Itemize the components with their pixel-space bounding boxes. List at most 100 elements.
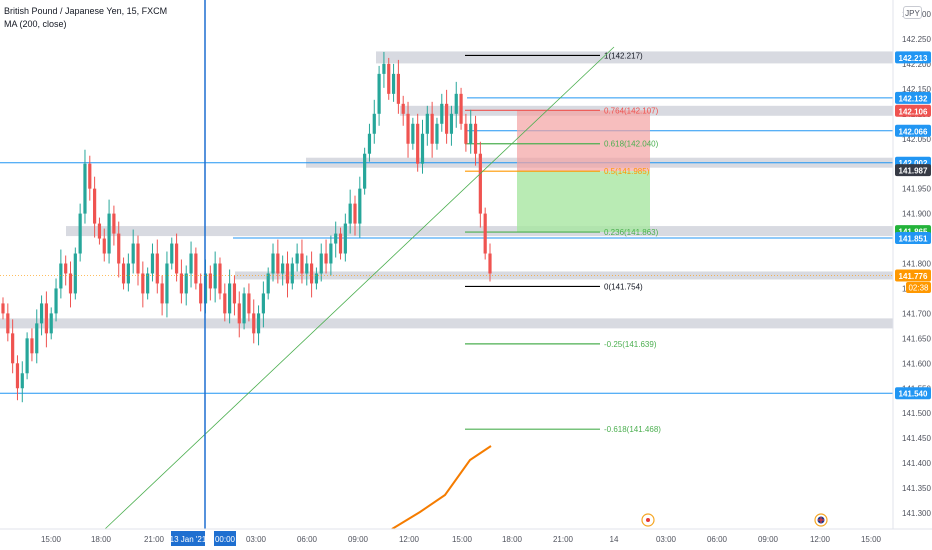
candle-up	[184, 273, 188, 294]
time-tick-label: 03:00	[246, 535, 267, 544]
candle-up	[411, 123, 415, 144]
price-axis[interactable]	[893, 0, 932, 529]
time-tick-label: 14	[610, 535, 619, 544]
candle-up	[39, 303, 44, 324]
price-tick-label: 141.300	[902, 509, 931, 518]
time-tick-label: 12:00	[399, 535, 420, 544]
price-tick-label: 142.150	[902, 85, 931, 94]
time-tick-label: 18:00	[502, 535, 523, 544]
candle-down	[406, 113, 410, 144]
candle-down	[252, 313, 256, 334]
time-tick-label: 09:00	[758, 535, 779, 544]
candle-up	[420, 133, 425, 164]
candle-up	[435, 123, 439, 144]
price-tick-label: 141.800	[902, 260, 931, 269]
candle-down	[102, 238, 106, 254]
candle-up	[150, 253, 155, 274]
candle-down	[459, 93, 463, 124]
candle-up	[449, 113, 454, 134]
candle-down	[117, 233, 121, 264]
candle-down	[488, 253, 492, 274]
indicator-title[interactable]: MA (200, close)	[4, 19, 67, 29]
candle-down	[223, 293, 227, 314]
moving-average-line	[391, 445, 492, 530]
price-label-text: 141.776	[899, 272, 928, 281]
price-label-text: 142.106	[899, 107, 928, 116]
candle-up	[454, 93, 458, 114]
fib-level-label: 0(141.754)	[604, 282, 643, 291]
candle-down	[1, 303, 5, 314]
candle-down	[464, 123, 468, 144]
candle-down	[174, 243, 179, 274]
countdown-text: 02:38	[908, 283, 929, 292]
candle-down	[232, 283, 237, 304]
price-tick-label: 141.450	[902, 434, 931, 443]
candle-down	[416, 123, 420, 164]
price-tick-label: 142.050	[902, 135, 931, 144]
candle-up	[189, 253, 193, 274]
candle-up	[377, 73, 381, 114]
sr-zone	[376, 51, 893, 64]
candle-up	[49, 313, 53, 334]
candle-down	[160, 283, 164, 304]
fib-retracement[interactable]: 1(142.217) 0.764(142.107) 0.618(142.040) 0.…	[465, 51, 661, 434]
candle-down	[179, 273, 184, 294]
time-axis-ticks: 15:00 18:00 21:00 13 Jan '21 00:00 03:00 06:00…	[41, 531, 882, 546]
candle-down	[276, 253, 280, 274]
candle-up	[83, 163, 87, 214]
price-label-tag	[895, 232, 931, 245]
candle-down	[15, 363, 20, 389]
earnings-event-icon[interactable]	[641, 513, 655, 527]
price-label-text: 141.851	[899, 235, 928, 244]
candle-up	[281, 263, 285, 274]
drawings	[0, 0, 893, 530]
candle-up	[271, 253, 275, 274]
candle-down	[30, 338, 34, 354]
price-tick-label: 141.400	[902, 459, 931, 468]
price-label-tag	[895, 387, 931, 400]
candle-up	[391, 73, 396, 94]
time-tick-label: 03:00	[656, 535, 677, 544]
candle-up	[266, 273, 270, 294]
candle-up	[54, 288, 58, 314]
candle-up	[126, 263, 130, 284]
symbol-title[interactable]: British Pound / Japanese Yen, 15, FXCM	[4, 6, 168, 16]
chart-pane[interactable]	[0, 0, 893, 529]
time-tick-label: 13 Jan '21	[170, 535, 207, 544]
countdown-tag	[906, 281, 931, 293]
price-axis-ticks: 142.300142.250142.200142.150142.100142.0…	[902, 10, 931, 518]
candle-up	[107, 213, 111, 254]
time-tick-label: 15:00	[861, 535, 882, 544]
candle-up	[146, 273, 150, 294]
price-axis-labels: 142.213142.132142.106142.066142.002141.9…	[895, 51, 931, 400]
currency-badge[interactable]: JPY	[903, 6, 922, 19]
price-tick-label: 142.250	[902, 35, 931, 44]
candle-down	[136, 243, 140, 274]
uk-flag-event-icon[interactable]	[814, 513, 828, 527]
time-tick-label: 09:00	[348, 535, 369, 544]
candle-up	[73, 253, 77, 294]
trend-line	[104, 46, 615, 530]
fib-level-label: 0.764(142.107)	[604, 106, 659, 115]
candle-down	[478, 153, 482, 214]
candle-up	[469, 123, 473, 144]
price-label-tag	[895, 104, 931, 117]
candle-down	[121, 263, 126, 284]
candle-down	[6, 313, 10, 334]
candle-down	[208, 273, 212, 289]
candle-up	[440, 103, 444, 124]
candle-up	[372, 113, 376, 134]
candle-down	[112, 213, 116, 234]
fib-level-label: 0.236(141.863)	[604, 228, 659, 237]
time-tick-label: 21:00	[553, 535, 574, 544]
sr-zone	[0, 318, 893, 329]
price-label-tag	[895, 269, 931, 282]
candle-up	[358, 188, 362, 224]
candle-down	[11, 333, 15, 364]
candle-down	[141, 273, 145, 294]
price-tick-label: 141.500	[902, 409, 931, 418]
candle-down	[309, 263, 314, 284]
time-tick-label: 15:00	[41, 535, 62, 544]
price-tick-label: 141.350	[902, 484, 931, 493]
